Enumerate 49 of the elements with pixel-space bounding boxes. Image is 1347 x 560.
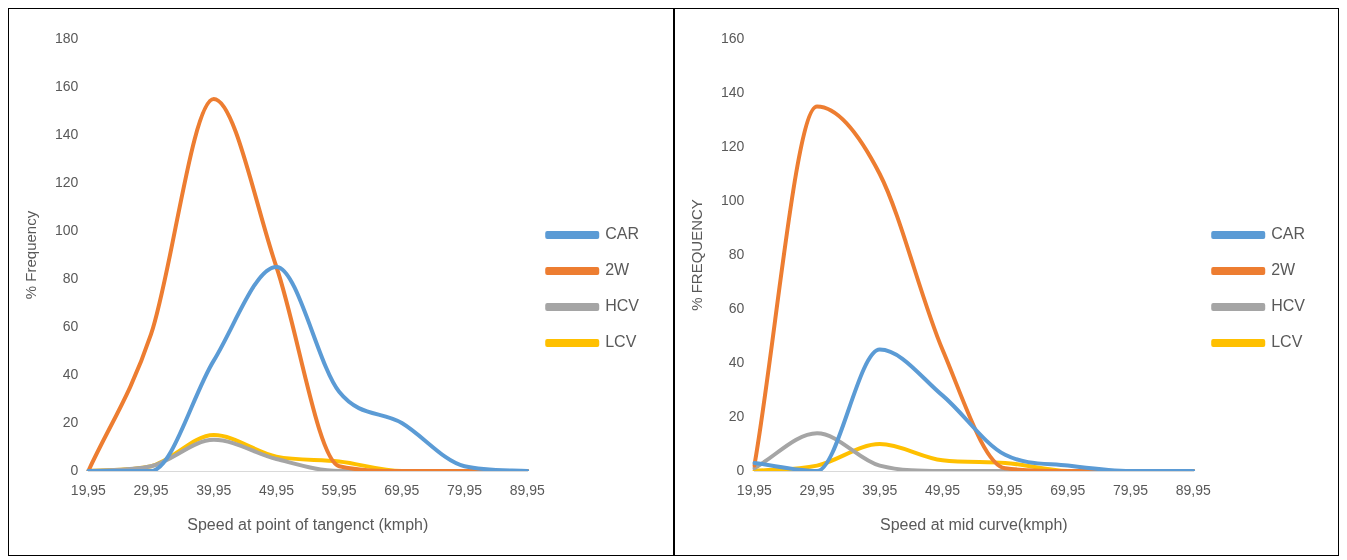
y-tick-label: 140 [55, 125, 79, 142]
x-axis-title: Speed at point of tangenct (kmph) [187, 515, 429, 533]
legend-label: HCV [605, 297, 640, 315]
y-tick-label: 60 [728, 299, 745, 316]
x-tick-label: 59,95 [321, 482, 357, 499]
y-axis-title: % FREQUENCY [687, 199, 705, 311]
y-tick-label: 0 [736, 461, 745, 478]
x-tick-label: 39,95 [196, 482, 232, 499]
x-tick-label: 29,95 [133, 482, 169, 499]
x-tick-label: 79,95 [447, 482, 483, 499]
x-tick-label: 19,95 [70, 482, 107, 499]
x-tick-label: 69,95 [1049, 482, 1086, 499]
y-tick-label: 100 [720, 191, 745, 208]
y-tick-label: 40 [728, 353, 745, 370]
x-tick-label: 39,95 [861, 482, 897, 499]
legend-label: 2W [1270, 261, 1296, 279]
y-axis-title: % Frequency [22, 210, 40, 300]
y-tick-label: 20 [62, 413, 79, 430]
x-axis-title: Speed at mid curve(kmph) [879, 515, 1068, 533]
y-tick-label: 180 [55, 29, 79, 46]
x-tick-label: 19,95 [736, 482, 772, 499]
x-tick-label: 79,95 [1112, 482, 1148, 499]
line-series [86, 265, 530, 471]
y-tick-label: 0 [70, 461, 79, 478]
x-tick-label: 89,95 [1175, 482, 1211, 499]
legend-label: 2W [605, 261, 631, 279]
x-tick-label: 69,95 [384, 482, 420, 499]
x-tick-label: 89,95 [509, 482, 545, 499]
legend-label: LCV [1270, 333, 1303, 351]
legend-label: CAR [1270, 225, 1305, 243]
y-tick-label: 120 [55, 173, 79, 190]
y-tick-label: 60 [62, 317, 79, 334]
y-tick-label: 160 [55, 77, 79, 94]
legend-label: HCV [1270, 297, 1305, 315]
legend-label: CAR [605, 225, 639, 243]
x-tick-label: 49,95 [258, 482, 295, 499]
y-tick-label: 140 [720, 83, 745, 100]
x-tick-label: 49,95 [924, 482, 960, 499]
y-tick-label: 120 [720, 137, 745, 154]
x-tick-label: 59,95 [987, 482, 1023, 499]
line-series [751, 347, 1195, 471]
y-tick-label: 100 [55, 221, 79, 238]
y-tick-label: 80 [728, 245, 745, 262]
y-tick-label: 160 [720, 29, 745, 46]
y-tick-label: 40 [62, 365, 79, 382]
x-tick-label: 29,95 [799, 482, 835, 499]
y-tick-label: 80 [62, 269, 79, 286]
legend-label: LCV [605, 333, 637, 351]
y-tick-label: 20 [728, 407, 745, 424]
